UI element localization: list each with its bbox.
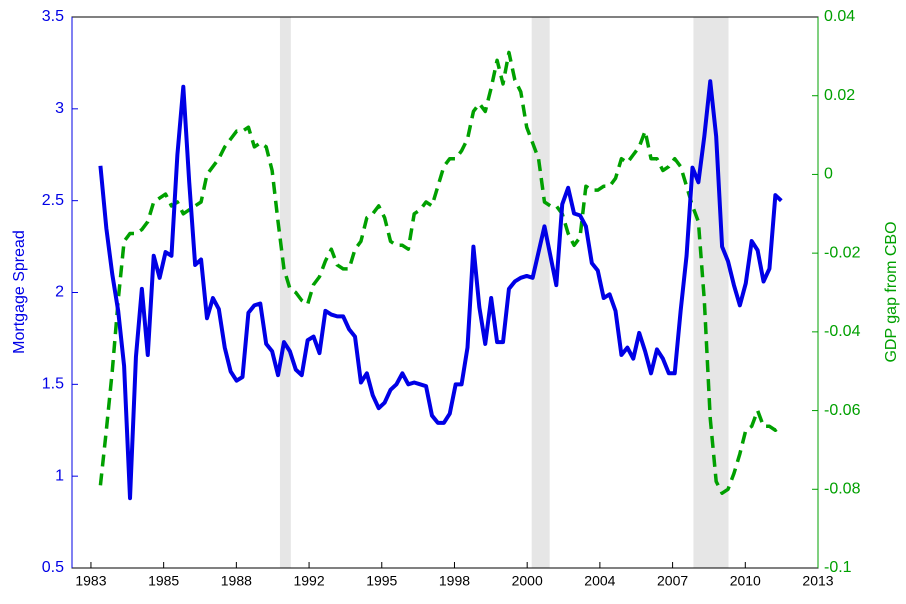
x-tick-label: 2013 — [802, 573, 833, 589]
y2-tick-label: -0.04 — [824, 323, 861, 340]
x-tick-label: 2010 — [730, 573, 761, 589]
recession-shade — [693, 17, 729, 568]
x-tick-label: 2007 — [657, 573, 688, 589]
y-tick-label: 0.5 — [42, 559, 64, 576]
y2-tick-label: 0.02 — [824, 87, 855, 104]
data-line — [98, 50, 783, 495]
y2-tick-label: -0.02 — [824, 244, 861, 261]
y-tick-label: 2.5 — [42, 192, 64, 209]
y2-tick-label: 0.04 — [824, 8, 855, 25]
x-tick-label: 1985 — [148, 573, 179, 589]
data-line — [98, 79, 783, 501]
x-tick-label: 1983 — [75, 573, 106, 589]
y2-tick-label: -0.1 — [824, 559, 852, 576]
y-tick-label: 3.5 — [42, 8, 64, 25]
y-tick-label: 3 — [55, 100, 64, 117]
y2-tick-label: -0.06 — [824, 402, 861, 419]
y-tick-label: 1.5 — [42, 376, 64, 393]
recession-shade — [531, 17, 550, 568]
y2-axis-label: GDP gap from CBO — [883, 221, 900, 362]
y-axis-label: Mortgage Spread — [11, 230, 28, 354]
y2-tick-label: 0 — [824, 166, 833, 183]
x-tick-label: 1995 — [366, 573, 397, 589]
y-tick-label: 1 — [55, 467, 64, 484]
x-tick-label: 1998 — [439, 573, 470, 589]
x-tick-label: 1992 — [293, 573, 324, 589]
y2-tick-label: -0.08 — [824, 481, 861, 498]
x-tick-label: 2000 — [512, 573, 543, 589]
y-tick-label: 2 — [55, 284, 64, 301]
x-tick-label: 2004 — [584, 573, 615, 589]
recession-shade — [279, 17, 291, 568]
x-tick-label: 1988 — [221, 573, 252, 589]
